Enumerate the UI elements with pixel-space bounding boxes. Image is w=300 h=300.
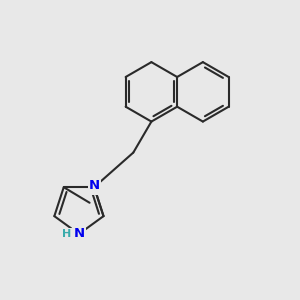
Text: H: H bbox=[62, 229, 72, 239]
Text: S: S bbox=[89, 179, 100, 194]
Text: N: N bbox=[89, 179, 100, 192]
Text: N: N bbox=[74, 227, 85, 241]
